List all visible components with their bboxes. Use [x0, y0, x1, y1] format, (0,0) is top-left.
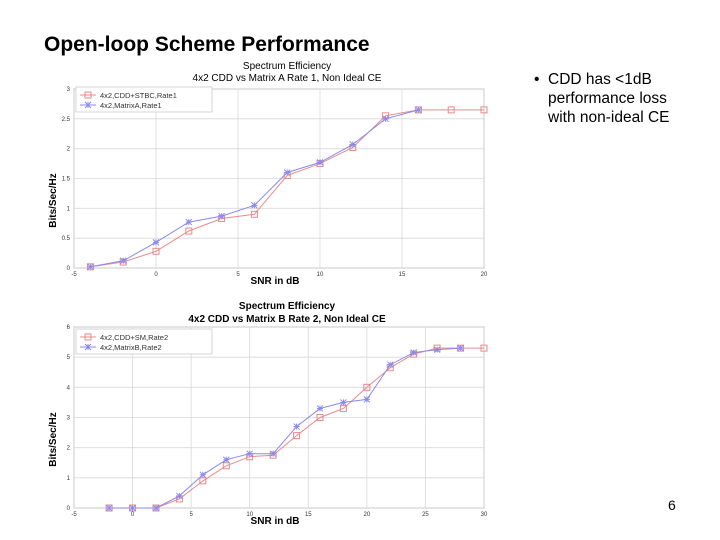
chart2-series-2-point	[410, 349, 418, 356]
bullet-point: • CDD has <1dB performance loss with non…	[534, 70, 718, 127]
chart2-y-axis-label: Bits/Sec/Hz	[48, 412, 59, 466]
chart2-series-2-point	[246, 450, 254, 458]
chart1-x-tick-label: 0	[154, 272, 158, 278]
chart2-legend-marker-1	[84, 333, 92, 341]
chart1-series-2-point	[382, 115, 389, 123]
chart2-x-tick-label: 5	[189, 512, 193, 518]
chart2-y-tick-label: 5	[67, 355, 71, 361]
chart1-series-2-point	[87, 263, 94, 271]
chart1-series-2-point	[283, 169, 291, 176]
bullet-dot: •	[534, 71, 540, 88]
page-number: 6	[668, 497, 676, 513]
chart1-title: Spectrum Efficiency	[243, 61, 331, 72]
chart1-y-axis-label: Bits/Sec/Hz	[48, 173, 59, 227]
chart1-y-tick-label: 3	[67, 87, 71, 93]
chart2-x-tick-label: 30	[481, 512, 488, 518]
chart2-series-2-point	[199, 471, 207, 479]
chart2-x-tick-label: 20	[364, 512, 371, 518]
chart1-legend-label-1: 4x2,CDD+STBC,Rate1	[100, 91, 177, 100]
bullet-line-3: with non-ideal CE	[548, 109, 670, 126]
chart2-y-tick-label: 6	[67, 325, 71, 331]
chart1-series-1-point	[447, 106, 455, 114]
chart2-y-tick-label: 4	[67, 385, 71, 391]
chart2-x-tick-label: 15	[305, 512, 312, 518]
chart1-x-tick-label: -5	[71, 272, 77, 278]
chart2-x-axis-label: SNR in dB	[251, 516, 300, 527]
chart2-series-1-point	[363, 383, 371, 391]
chart2-series-2-point	[363, 396, 371, 403]
chart2-series-2-point	[129, 504, 136, 512]
chart1-x-tick-label: 20	[481, 272, 488, 278]
chart2-x-tick-label: 25	[422, 512, 429, 518]
chart1-series-2-point	[251, 201, 258, 209]
chart1-series-2-point	[119, 257, 127, 265]
chart2-series-2-point	[222, 456, 230, 464]
chart1-legend-box	[75, 86, 213, 113]
chart1-y-tick-label: 1	[67, 206, 71, 212]
chart2-legend-label-1: 4x2,CDD+SM,Rate2	[100, 333, 168, 342]
chart1-y-tick-label: 1.5	[62, 177, 71, 183]
chart2-y-tick-label: 2	[67, 446, 71, 452]
chart1-series-2-point	[152, 238, 160, 246]
chart2-y-tick-label: 0	[67, 506, 71, 512]
chart2-x-tick-label: 10	[246, 512, 253, 518]
chart1-series-1-point	[480, 106, 488, 114]
chart2-series-1-point	[316, 414, 324, 421]
chart2-y-tick-label: 1	[67, 476, 71, 482]
chart1-y-tick-label: 0.5	[62, 236, 71, 242]
slide-title: Open-loop Scheme Performance	[44, 33, 370, 56]
chart2-legend-label-2: 4x2,MatrixB,Rate2	[100, 343, 162, 352]
chart2-series-2-point	[457, 344, 464, 352]
chart1-series-1-point	[250, 210, 258, 218]
chart2-series-1-point	[339, 404, 347, 412]
chart2-series-1-point	[199, 477, 207, 485]
chart1-series-2-point	[316, 159, 324, 166]
chart2-x-tick-label: -5	[71, 512, 77, 518]
chart1-series-2-point	[185, 218, 193, 226]
chart1-x-tick-label: 5	[236, 272, 240, 278]
chart2-series-2-point	[433, 346, 441, 353]
chart1-series-2-point	[415, 106, 422, 114]
chart1-series-2-point	[218, 212, 225, 220]
chart2-series-2-point	[316, 405, 324, 412]
bullet-line-1: CDD has <1dB	[548, 71, 652, 88]
chart2-series-2-line	[109, 347, 461, 509]
chart1-legend-label-2: 4x2,MatrixA,Rate1	[100, 101, 162, 110]
chart2-series-2-point	[269, 450, 277, 458]
chart2-title: Spectrum Efficiency	[239, 301, 336, 312]
chart2-series-2-point	[176, 492, 183, 500]
chart2-y-tick-label: 3	[67, 416, 71, 422]
chart1-y-tick-label: 2	[67, 147, 71, 153]
chart1-series-1-point	[185, 227, 193, 235]
chart2-x-tick-label: 0	[131, 512, 135, 518]
bullet-line-2: performance loss	[548, 90, 667, 107]
chart2-series-1-point	[293, 432, 301, 440]
chart2-legend-marker-2	[84, 343, 92, 351]
chart1-x-axis-label: SNR in dB	[251, 276, 300, 287]
chart2-series-2-point	[152, 504, 160, 512]
chart2-series-1-point	[480, 344, 488, 352]
chart2-series-1-point	[222, 462, 230, 470]
chart1-x-tick-label: 15	[399, 272, 406, 278]
chart1-y-tick-label: 0	[67, 266, 71, 272]
chart2-series-2-point	[340, 399, 347, 406]
chart1-subtitle: 4x2 CDD vs Matrix A Rate 1, Non Ideal CE	[193, 73, 382, 84]
chart1-series-2-point	[349, 141, 357, 148]
chart1-series-1-point	[152, 247, 160, 255]
chart1-y-tick-label: 2.5	[62, 117, 71, 123]
chart2-subtitle: 4x2 CDD vs Matrix B Rate 2, Non Ideal CE	[188, 314, 386, 325]
chart2-series-2-point	[386, 361, 394, 369]
chart1-legend-marker-2	[84, 101, 92, 109]
chart1-x-tick-label: 10	[317, 272, 324, 278]
chart2-series-2-point	[293, 423, 300, 430]
chart2-series-2-point	[105, 504, 113, 512]
chart1-legend-marker-1	[84, 91, 92, 99]
chart2-legend-box	[75, 328, 213, 355]
